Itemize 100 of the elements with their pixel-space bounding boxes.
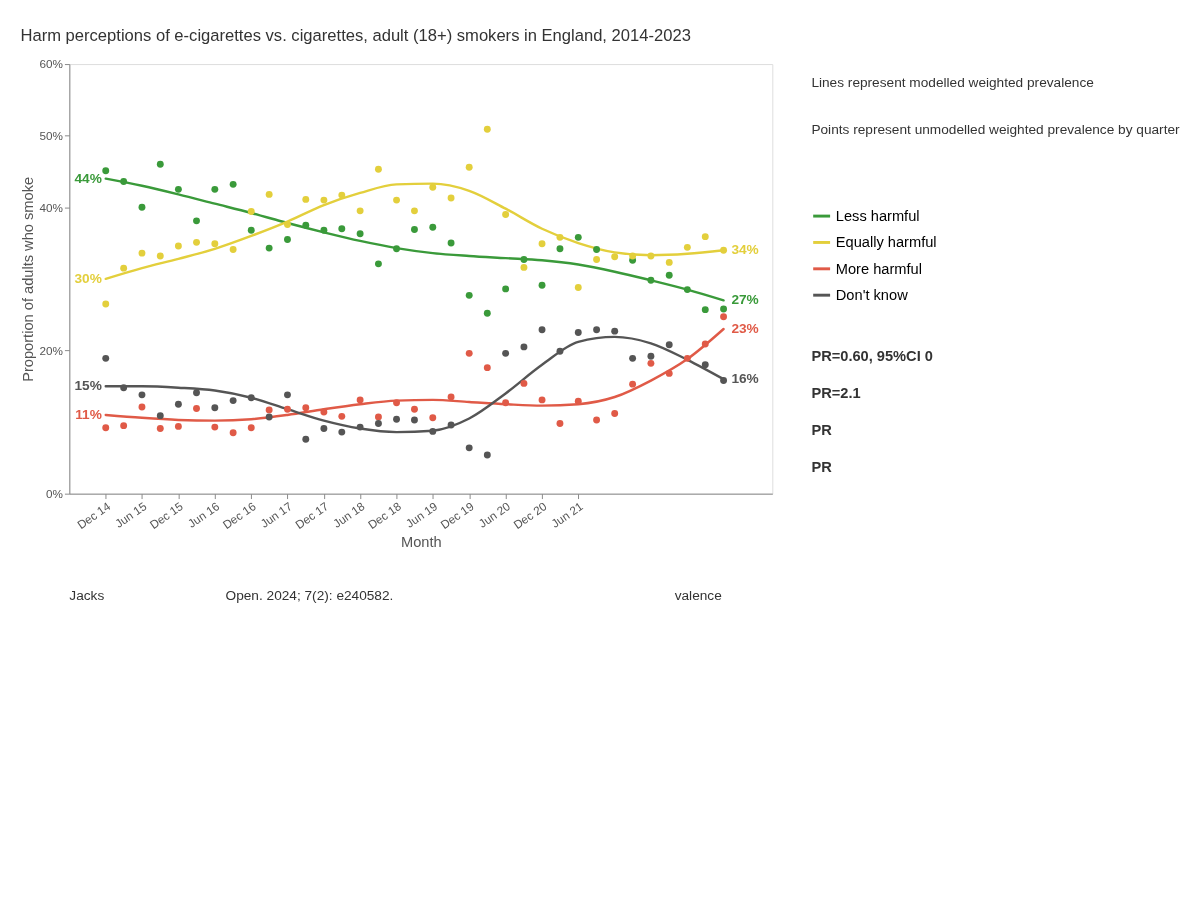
point — [247, 226, 255, 234]
x-tick-label: Dec 15 — [147, 498, 186, 532]
point — [520, 256, 528, 263]
chart-title: Harm perceptions of e-cigarettes vs. cigarettes, adult (18+) smokers in England, 2014-2023 — [20, 25, 691, 45]
legend-label: Less harmful — [835, 207, 920, 224]
point — [284, 391, 291, 399]
point — [593, 246, 601, 253]
point — [502, 285, 510, 293]
point — [174, 400, 182, 408]
point — [156, 425, 164, 432]
point — [665, 369, 673, 377]
point — [447, 421, 455, 429]
y-tick-label: 50% — [39, 129, 63, 143]
point — [174, 422, 182, 430]
data-label: 30% — [74, 270, 102, 286]
x-tick-label: Jun 19 — [403, 499, 440, 530]
point — [465, 444, 473, 452]
point — [411, 405, 418, 413]
x-tick-label: Dec 14 — [74, 498, 113, 532]
point — [229, 246, 237, 253]
text: valence — [674, 588, 722, 604]
point — [429, 223, 437, 231]
data-label: 34% — [731, 242, 759, 258]
point — [720, 246, 728, 254]
point — [665, 341, 673, 349]
point — [647, 276, 655, 284]
point — [102, 300, 110, 308]
data-label: 44% — [74, 170, 102, 186]
text: PR — [811, 459, 833, 476]
text: PR — [811, 422, 833, 439]
point — [302, 195, 310, 203]
point — [665, 258, 673, 266]
point — [429, 183, 437, 191]
x-tick-label: Jun 20 — [476, 498, 513, 530]
point — [156, 412, 164, 420]
point — [302, 221, 310, 229]
x-tick-label: Dec 17 — [292, 499, 331, 532]
data-label: 23% — [731, 320, 759, 336]
x-tick-label: Jun 17 — [257, 499, 295, 530]
point — [429, 414, 437, 422]
point — [556, 245, 564, 253]
point — [356, 207, 364, 215]
point — [611, 327, 619, 335]
line-series — [104, 327, 725, 422]
point — [229, 429, 237, 437]
point — [538, 281, 546, 289]
point — [720, 305, 728, 313]
point — [720, 377, 728, 384]
y-tick-label: 20% — [39, 343, 63, 357]
point — [447, 393, 455, 401]
point — [429, 427, 437, 435]
x-tick-label: Jun 15 — [112, 498, 150, 530]
point — [193, 217, 200, 225]
point — [338, 225, 346, 233]
point — [701, 306, 709, 314]
point — [720, 313, 728, 321]
point — [483, 451, 491, 459]
point — [102, 354, 110, 362]
point — [229, 397, 237, 405]
point — [520, 263, 528, 271]
y-tick-label: 60% — [39, 57, 63, 71]
point — [374, 165, 382, 173]
text: Jacks — [69, 588, 105, 604]
point — [211, 240, 219, 248]
point — [538, 326, 546, 334]
text: Open. 2024; 7(2): e240582. — [225, 588, 394, 604]
x-tick-label: Jun 16 — [185, 499, 222, 530]
point — [683, 354, 691, 362]
point — [102, 424, 110, 432]
point — [265, 244, 273, 252]
point — [629, 380, 637, 388]
point — [320, 226, 328, 234]
point — [247, 424, 255, 432]
point — [520, 343, 528, 351]
point — [483, 125, 491, 133]
point — [411, 416, 418, 424]
legend-label: Don't know — [835, 287, 909, 304]
point — [174, 185, 182, 193]
point — [447, 194, 455, 202]
point — [120, 422, 128, 430]
point — [701, 361, 709, 369]
point — [647, 352, 655, 360]
point — [320, 425, 328, 432]
point — [574, 233, 582, 241]
point — [483, 309, 491, 317]
point — [374, 420, 382, 427]
x-tick-label: Jun 18 — [330, 499, 367, 530]
text: PR=2.1 — [811, 385, 861, 402]
point — [393, 415, 400, 423]
point — [138, 403, 146, 411]
point — [284, 236, 291, 243]
point — [211, 423, 219, 431]
point — [138, 391, 146, 399]
point — [556, 420, 564, 427]
point — [302, 404, 310, 412]
point — [556, 233, 564, 241]
point — [483, 364, 491, 372]
point — [338, 191, 346, 199]
point — [193, 405, 200, 412]
point — [302, 435, 310, 443]
